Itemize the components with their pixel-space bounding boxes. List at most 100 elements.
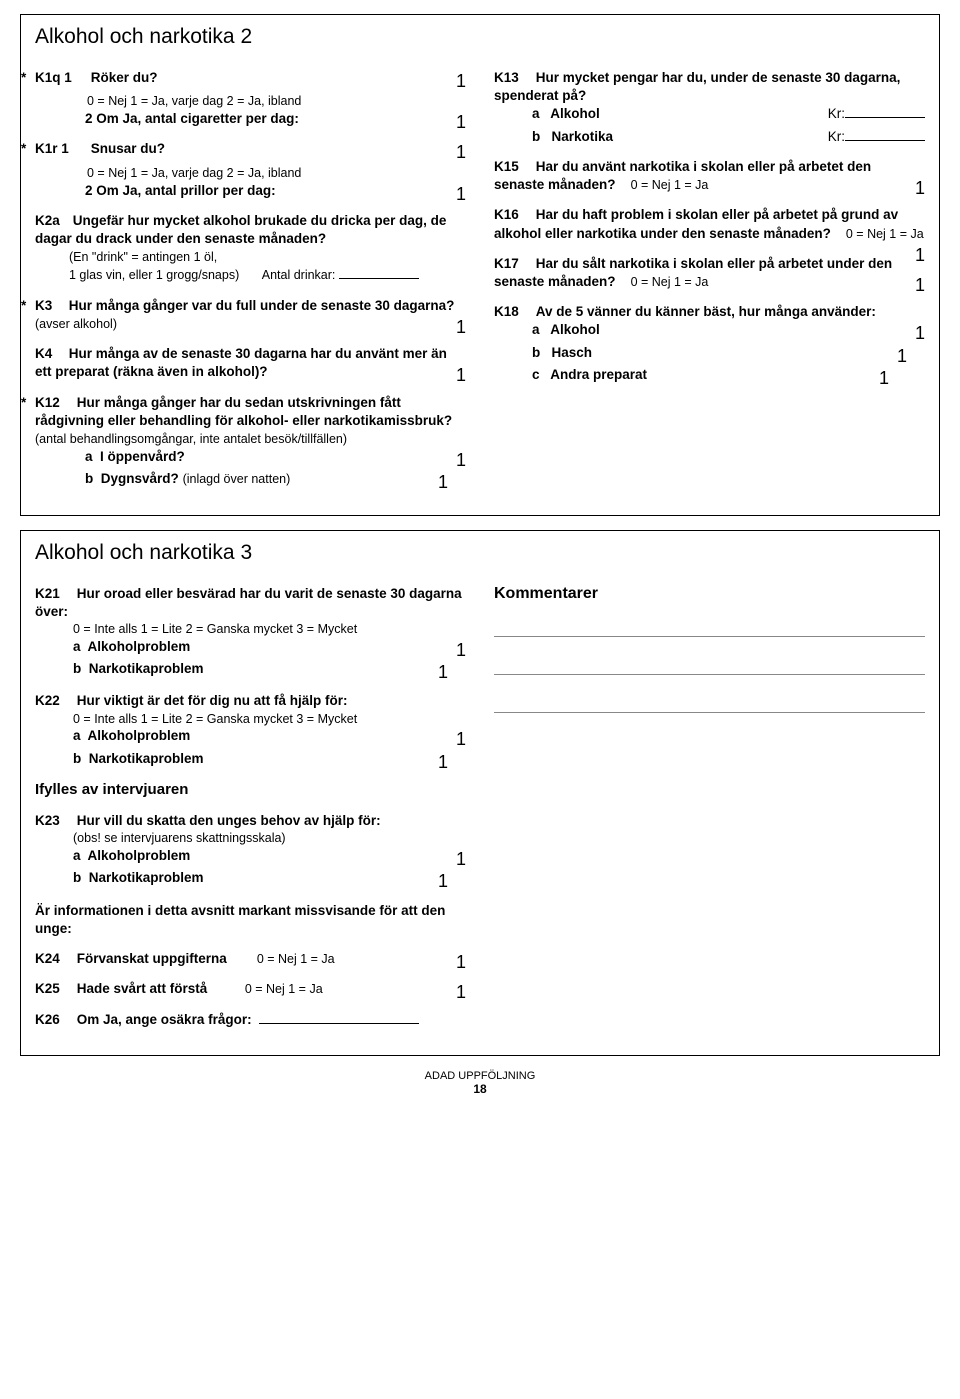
sub-a: a Alkoholproblem 1	[73, 847, 466, 865]
miss-heading: Är informationen i detta avsnitt markant…	[35, 902, 466, 938]
answer-box[interactable]: 1	[907, 243, 925, 267]
answer-box[interactable]: 1	[871, 366, 889, 390]
text: Hur viktigt är det för dig nu att få hjä…	[77, 693, 348, 708]
a-text: Alkohol	[550, 322, 600, 337]
fill-line[interactable]	[339, 278, 419, 279]
text: Hur många gånger har du sedan utskrivnin…	[35, 395, 452, 428]
text: Snusar du?	[91, 141, 165, 156]
answer-box[interactable]: 1	[430, 869, 448, 893]
answer-box[interactable]: 1	[448, 638, 466, 662]
fill-line[interactable]	[259, 1023, 419, 1024]
answer-box[interactable]: 1	[448, 980, 466, 1004]
subcode: 2	[35, 110, 93, 128]
text: Hur vill du skatta den unges behov av hj…	[77, 813, 381, 828]
c-text: Andra preparat	[550, 367, 647, 382]
answer-box[interactable]: 1	[430, 660, 448, 684]
section-2-columns: K21 Hur oroad eller besvärad har du vari…	[35, 585, 925, 1041]
answer-box[interactable]: 1	[448, 315, 466, 339]
answer-box[interactable]: 1	[430, 750, 448, 774]
star: *	[21, 394, 26, 412]
answer-box[interactable]: 1	[448, 69, 466, 93]
note2: 1 glas vin, eller 1 grogg/snaps)	[69, 268, 239, 282]
code: K24	[35, 950, 73, 968]
answer-box[interactable]: 1	[907, 321, 925, 345]
note: 0 = Nej 1 = Ja	[846, 227, 924, 241]
code: K12	[35, 394, 73, 412]
code: K1q 1	[35, 69, 87, 87]
code: K25	[35, 980, 73, 998]
section-2-frame: Alkohol och narkotika 3 K21 Hur oroad el…	[20, 530, 940, 1056]
text: Hur oroad eller besvärad har du varit de…	[35, 586, 462, 619]
text: Hur många gånger var du full under de se…	[69, 298, 455, 313]
sub-b: b Hasch 1	[532, 344, 925, 362]
q-K13: K13 Hur mycket pengar har du, under de s…	[494, 69, 925, 146]
answer-box[interactable]: 1	[907, 273, 925, 297]
q-K17: K17 Har du sålt narkotika i skolan eller…	[494, 255, 925, 291]
comment-line[interactable]	[494, 657, 925, 675]
answer-box[interactable]: 1	[448, 950, 466, 974]
sub-a: a Alkoholproblem 1	[73, 638, 466, 656]
code: K23	[35, 812, 73, 830]
sub-a: a Alkoholproblem 1	[73, 727, 466, 745]
subcode: 2	[35, 182, 93, 200]
answer-box[interactable]: 1	[907, 176, 925, 200]
star: *	[21, 69, 26, 87]
q-K2a: K2a Ungefär hur mycket alkohol brukade d…	[35, 212, 466, 285]
note: (obs! se intervjuarens skattningsskala)	[35, 830, 466, 847]
page-footer: ADAD UPPFÖLJNING 18	[0, 1070, 960, 1096]
note1: (En "drink" = antingen 1 öl,	[69, 250, 217, 264]
b-text: Narkotika	[552, 129, 614, 144]
sub-c: c Andra preparat 1	[532, 366, 925, 384]
q-K16: K16 Har du haft problem i skolan eller p…	[494, 206, 925, 242]
answer-box[interactable]: 1	[448, 448, 466, 472]
b-text: Narkotikaproblem	[89, 870, 204, 885]
lbl-b: b	[73, 870, 81, 885]
code: K3	[35, 297, 65, 315]
q-K25: K25 Hade svårt att förstå 0 = Nej 1 = Ja…	[35, 980, 466, 998]
answer-box[interactable]: 1	[430, 470, 448, 494]
b-text: Narkotikaproblem	[89, 751, 204, 766]
lbl-a: a	[73, 728, 81, 743]
note: 0 = Nej 1 = Ja	[631, 178, 709, 192]
subtext: Om Ja, antal prillor per dag:	[96, 183, 275, 198]
sub-b: b Narkotikaproblem 1	[73, 869, 466, 887]
star: *	[21, 140, 26, 158]
answer-box[interactable]: 1	[448, 847, 466, 871]
code: K22	[35, 692, 73, 710]
fill-line[interactable]	[845, 140, 925, 141]
text: Hur många av de senaste 30 dagarna har d…	[35, 346, 447, 379]
footer-page: 18	[0, 1082, 960, 1096]
answer-box[interactable]: 1	[448, 363, 466, 387]
note3: Antal drinkar:	[262, 268, 336, 282]
code: K13	[494, 69, 532, 87]
answer-box[interactable]: 1	[448, 727, 466, 751]
sub-a: a Alkohol 1	[532, 321, 925, 339]
q-K3: * K3 Hur många gånger var du full under …	[35, 297, 466, 333]
q-K15: K15 Har du använt narkotika i skolan ell…	[494, 158, 925, 194]
b-text: Narkotikaproblem	[89, 661, 204, 676]
sub2: 2 Om Ja, antal cigaretter per dag: 1	[35, 110, 466, 128]
note: (avser alkohol)	[35, 317, 117, 331]
lbl-a: a	[73, 848, 81, 863]
q-K26: K26 Om Ja, ange osäkra frågor:	[35, 1011, 466, 1029]
comment-line[interactable]	[494, 619, 925, 637]
answer-box[interactable]: 1	[448, 182, 466, 206]
sub2: 2 Om Ja, antal prillor per dag: 1	[35, 182, 466, 200]
sub-b: b Narkotika Kr:	[532, 128, 925, 146]
comment-line[interactable]	[494, 695, 925, 713]
code: K15	[494, 158, 532, 176]
code: K16	[494, 206, 532, 224]
answer-box[interactable]: 1	[889, 344, 907, 368]
answer-box[interactable]: 1	[448, 140, 466, 164]
answer-box[interactable]: 1	[448, 110, 466, 134]
lbl-b: b	[73, 661, 81, 676]
lbl-a: a	[73, 639, 81, 654]
lbl-a: a	[85, 449, 93, 464]
section-1-title: Alkohol och narkotika 2	[35, 25, 925, 49]
sub-a: a I öppenvård? 1	[85, 448, 466, 466]
section-2-right: Kommentarer	[494, 585, 925, 1041]
fill-line[interactable]	[845, 117, 925, 118]
note: 0 = Nej 1 = Ja, varje dag 2 = Ja, ibland	[35, 93, 466, 110]
lbl-b: b	[85, 471, 93, 486]
code: K17	[494, 255, 532, 273]
